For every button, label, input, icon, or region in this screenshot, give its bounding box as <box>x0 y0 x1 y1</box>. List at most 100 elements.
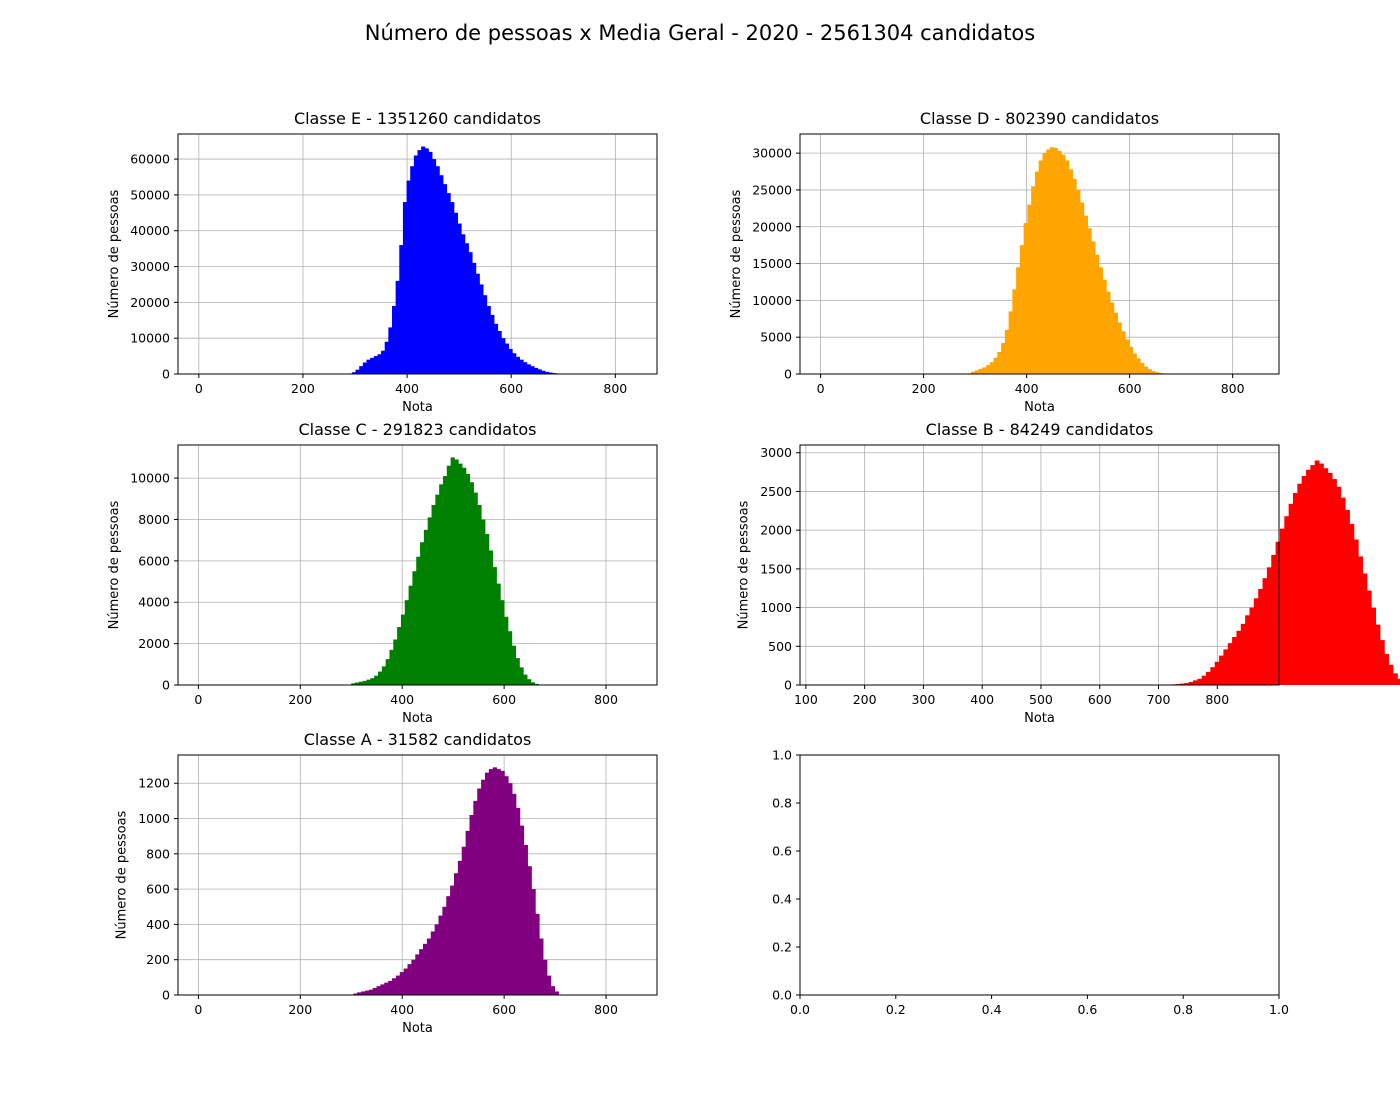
histogram-bar <box>1223 649 1229 685</box>
histogram-bar <box>526 364 531 374</box>
histogram-bar <box>359 366 364 374</box>
x-tick-label: 800 <box>603 381 627 396</box>
histogram-bar <box>481 519 486 685</box>
histogram-bar <box>496 583 501 685</box>
histogram-bar <box>1091 241 1096 374</box>
histogram-bar <box>1358 556 1363 685</box>
y-axis-label: Número de pessoas <box>107 189 122 318</box>
histogram-bar <box>1227 643 1233 685</box>
x-tick-label: 500 <box>1029 692 1053 707</box>
histogram-bar <box>399 245 404 374</box>
histogram-bar <box>543 959 548 995</box>
y-axis-label: Número de pessoas <box>737 500 752 629</box>
histogram-bar <box>464 243 469 374</box>
histogram-bar <box>434 924 439 995</box>
histogram-bar <box>1336 486 1342 685</box>
x-tick-label: 800 <box>594 1002 618 1017</box>
y-tick-label: 2000 <box>138 636 170 651</box>
histogram-bar <box>400 614 406 685</box>
histogram-bar <box>1095 254 1100 374</box>
histogram-bar <box>1110 302 1115 374</box>
histogram-bar <box>1179 683 1185 685</box>
x-tick-label: 700 <box>1147 692 1171 707</box>
histogram-bar <box>351 683 356 685</box>
y-tick-label: 0 <box>784 678 792 693</box>
histogram-bar <box>1266 567 1272 685</box>
histogram-bar <box>484 772 490 995</box>
histogram-bar <box>391 305 397 374</box>
histogram-bar <box>1258 589 1263 685</box>
histogram-bar <box>1076 189 1081 374</box>
histogram-bar <box>500 770 505 995</box>
histogram-bar <box>1319 463 1324 685</box>
histogram-bar <box>492 767 497 995</box>
x-tick-label: 200 <box>291 381 315 396</box>
histogram-bar <box>364 990 370 995</box>
histogram-bar <box>417 150 422 374</box>
histogram-bar <box>1042 153 1047 374</box>
histogram-bar <box>420 542 425 685</box>
histogram-bar <box>424 148 429 374</box>
x-tick-label: 200 <box>288 1002 312 1017</box>
histogram-bar <box>1184 683 1190 685</box>
histogram-bar <box>439 484 444 685</box>
histogram-bar <box>500 600 505 685</box>
histogram-bar <box>1151 371 1156 374</box>
histogram-bar <box>1061 154 1066 374</box>
histogram-bar <box>1262 578 1268 685</box>
histogram-bar <box>534 683 539 685</box>
histogram-bar <box>496 769 501 995</box>
histogram-bar <box>512 793 517 995</box>
y-tick-label: 0.6 <box>772 844 792 859</box>
histogram-bar <box>530 366 535 374</box>
histogram-bar <box>376 986 381 995</box>
histogram-bar <box>1053 147 1058 374</box>
y-tick-label: 8000 <box>138 512 170 527</box>
histogram-bar <box>515 356 520 374</box>
y-tick-label: 3000 <box>760 445 792 460</box>
histogram-bar <box>523 362 528 374</box>
x-tick-label: 600 <box>499 381 523 396</box>
histogram-bar <box>986 365 991 374</box>
x-tick-label: 0 <box>817 381 825 396</box>
histogram-bar <box>1008 311 1013 374</box>
histogram-bar <box>439 175 444 374</box>
histogram-bar <box>1397 678 1400 685</box>
histogram-bar <box>477 505 482 685</box>
histogram-bar <box>415 954 420 995</box>
histogram-bar <box>366 679 371 685</box>
histogram-bar <box>1366 590 1372 685</box>
histogram-bar <box>1219 655 1224 685</box>
subplot-title: Classe A - 31582 candidatos <box>304 730 532 749</box>
x-tick-label: 0.6 <box>1077 1002 1097 1017</box>
histogram-bar <box>372 987 377 995</box>
histogram-bar <box>1332 479 1337 685</box>
y-tick-label: 10000 <box>752 293 792 308</box>
y-tick-label: 800 <box>146 846 170 861</box>
histogram-bar <box>389 649 394 685</box>
histogram-bar <box>497 331 502 374</box>
histogram-bar <box>494 323 499 374</box>
histogram-bar <box>1201 675 1207 685</box>
histogram-bar <box>515 658 520 685</box>
histogram-bar <box>1016 267 1021 374</box>
histogram-bar <box>1323 468 1329 685</box>
histogram-bar <box>978 368 983 374</box>
x-tick-label: 800 <box>1205 692 1229 707</box>
histogram-bar <box>353 993 358 995</box>
histogram-bar <box>407 964 412 995</box>
histogram-bar <box>438 915 443 995</box>
x-tick-label: 200 <box>288 692 312 707</box>
histogram-bar <box>488 769 494 995</box>
y-tick-label: 30000 <box>130 259 170 274</box>
x-tick-label: 0.0 <box>790 1002 810 1017</box>
histogram-bar <box>1057 150 1062 374</box>
histogram-bar <box>508 348 513 374</box>
histogram-bar <box>1306 469 1311 685</box>
histogram-bar <box>1327 472 1333 685</box>
axes-frame <box>177 133 658 375</box>
histogram-bar <box>469 482 474 685</box>
x-tick-label: 0 <box>194 1002 202 1017</box>
histogram-bar <box>357 992 362 995</box>
x-tick-label: 600 <box>1088 692 1112 707</box>
